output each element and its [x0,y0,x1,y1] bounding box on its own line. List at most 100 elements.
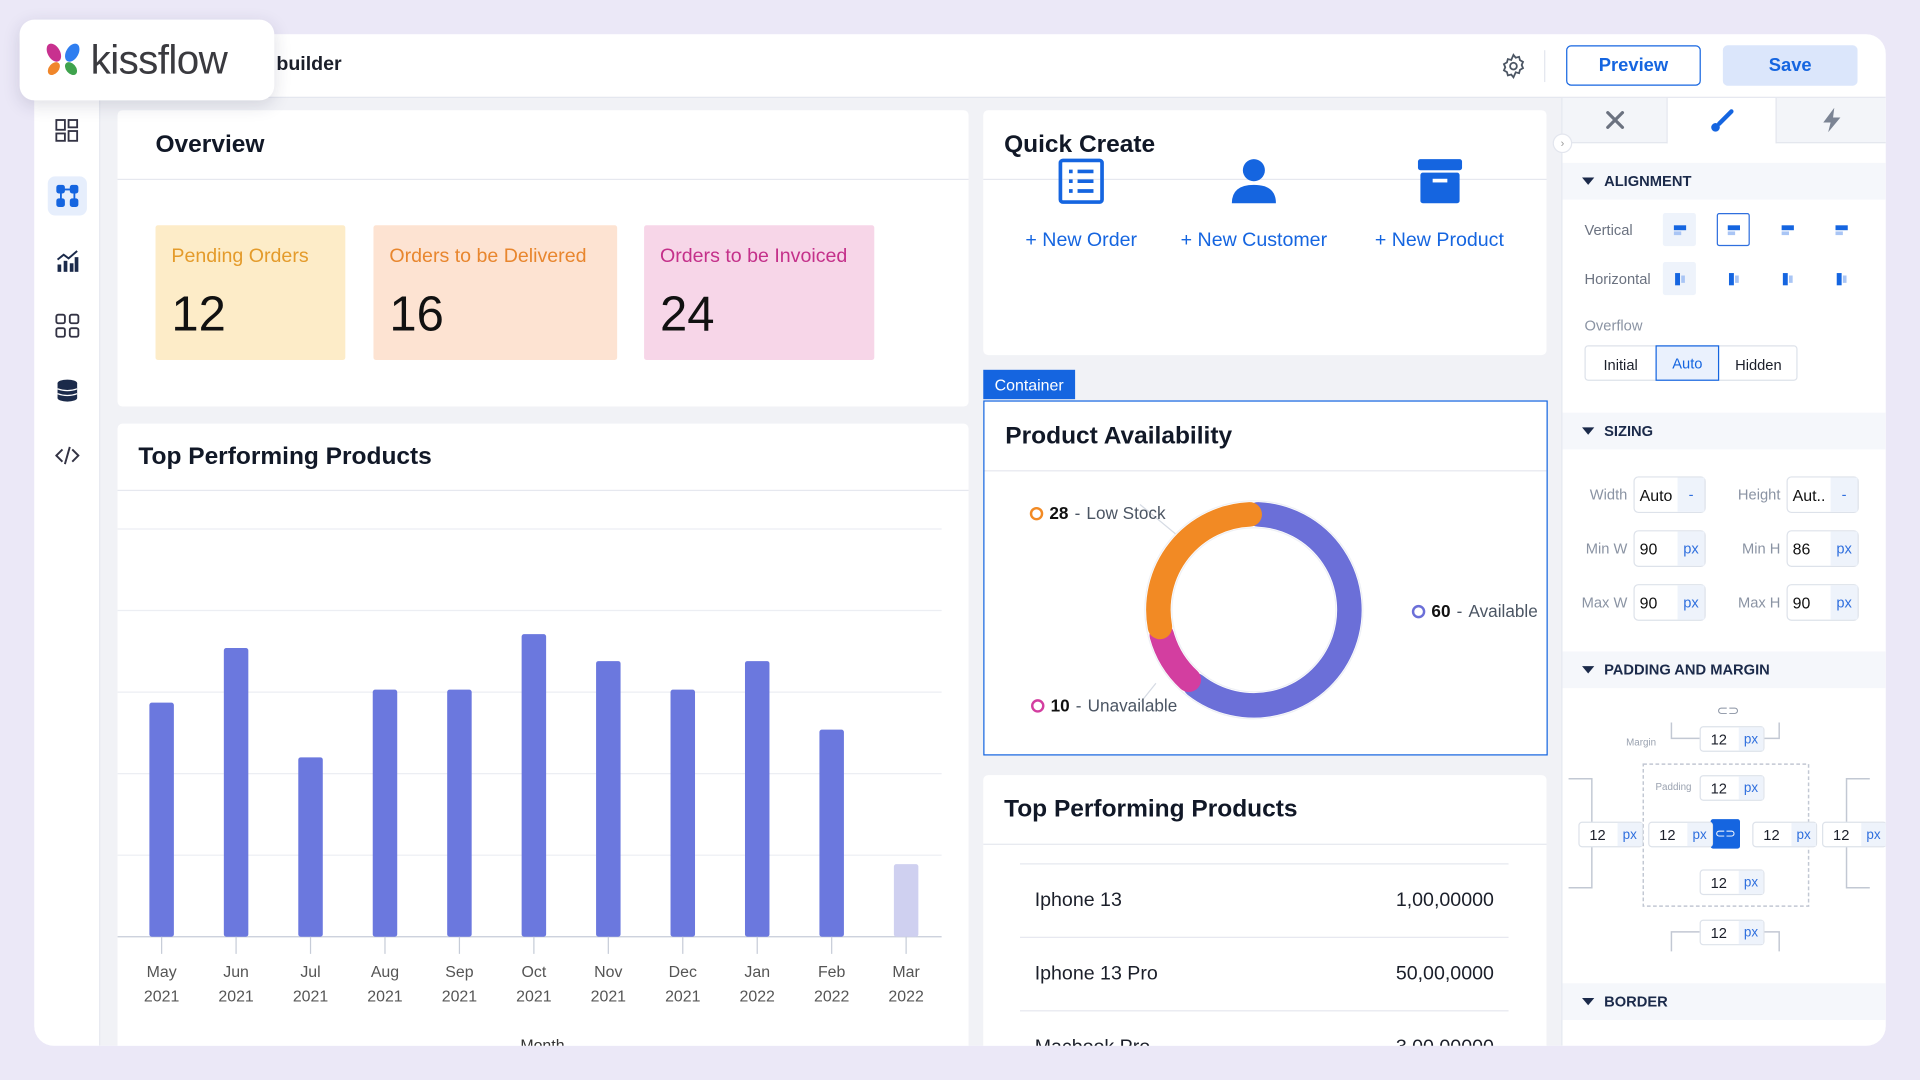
padding-label: Padding [1655,781,1692,793]
top-products-table-card[interactable]: Top Performing Products Iphone 13 1,00,00… [983,775,1547,1046]
donut-slice-low-stock[interactable] [1146,502,1262,640]
stat-card[interactable]: Orders to be Delivered 16 [373,225,618,361]
table-row[interactable]: Iphone 13 1,00,00000 [1020,863,1509,936]
caret-down-icon [1582,666,1595,674]
unit-selector[interactable]: - [1830,477,1858,512]
bar-oct[interactable] [521,634,547,937]
sidebar-item-code[interactable] [48,436,87,475]
section-sizing[interactable]: SIZING [1562,412,1886,450]
stat-card[interactable]: Pending Orders 12 [155,225,346,361]
unit-selector[interactable]: px [1830,585,1858,620]
horizontal-align-option-3[interactable] [1771,262,1804,295]
unit-selector[interactable]: px [1677,531,1705,566]
new-customer-label: + New Customer [1180,230,1328,252]
overflow-option-hidden[interactable]: Hidden [1735,355,1782,373]
paint-brush-icon [1711,108,1734,132]
bar-sep[interactable] [447,689,472,937]
divider [1544,50,1546,83]
unit-selector[interactable]: px [1677,585,1705,620]
product-name: Iphone 13 Pro [1034,963,1158,984]
min_h-input[interactable]: 86 px [1786,530,1859,567]
overview-card[interactable]: Overview Pending Orders 12 Orders to be De… [117,110,969,407]
max_h-input[interactable]: 90 px [1786,584,1859,621]
vertical-align-option-1[interactable] [1662,213,1696,247]
vertical-align-option-2[interactable] [1716,213,1750,247]
horizontal-align-option-2[interactable] [1717,262,1750,295]
horizontal-align-option-4[interactable] [1824,262,1857,295]
overflow-option-initial[interactable]: Initial [1603,355,1638,373]
stat-card[interactable]: Orders to be Invoiced 24 [644,225,875,361]
bar-jul[interactable] [298,757,323,937]
legend-marker [1029,506,1044,520]
bar-jan[interactable] [744,661,770,937]
input-value: 12 [1710,730,1727,748]
link-margins-icon[interactable]: ⊂⊃ [1716,704,1740,719]
min_w-input[interactable]: 90 px [1633,530,1706,567]
input-value: 12 [1833,825,1850,844]
code-icon [55,446,80,465]
preview-button[interactable]: Preview [1566,45,1701,86]
unit-label: px [1861,822,1886,847]
bar-jun[interactable] [223,648,249,937]
max_w-input[interactable]: 90 px [1633,584,1706,621]
tab-settings[interactable] [1562,97,1668,144]
save-button[interactable]: Save [1722,45,1858,86]
product-availability-card[interactable]: Product Availability 28 - Low Stock 60 -… [983,400,1548,756]
product-name: Macbook Pro [1035,1037,1150,1046]
margin-top-input[interactable]: 12 px [1699,726,1765,752]
new-order-button[interactable]: + New Order [1008,158,1155,252]
padding-top-input[interactable]: 12 px [1699,775,1765,801]
margin-left-input[interactable]: 12 px [1578,821,1644,848]
top-products-chart-title: Top Performing Products [117,424,969,492]
margin-right-input[interactable]: 12 px [1822,821,1886,848]
section-alignment[interactable]: ALIGNMENT [1562,162,1886,200]
horizontal-align-option-1[interactable] [1662,262,1696,296]
padding-bottom-input[interactable]: 12 px [1699,869,1765,896]
table-row[interactable]: Iphone 13 Pro 50,00,0000 [1020,936,1509,1010]
collapse-panel-handle[interactable]: › [1552,133,1573,154]
sidebar-item-apps[interactable] [48,306,87,345]
width-label: Width [1589,486,1628,504]
x-tick-label: May [147,964,177,981]
donut-slice-available[interactable] [1182,502,1362,718]
top-products-chart-card[interactable]: Top Performing Products May 2021 Jun 2021 Ju… [117,423,969,1046]
bar-aug[interactable] [372,689,398,937]
width-input[interactable]: Auto - [1633,476,1706,514]
vertical-align-option-4[interactable] [1824,213,1857,246]
gear-icon [1502,53,1525,80]
tab-actions[interactable] [1775,97,1886,144]
new-product-button[interactable]: + New Product [1357,159,1522,252]
sidebar-item-database[interactable] [48,371,87,410]
padding-right-input[interactable]: 12 px [1752,821,1818,848]
margin-bottom-input[interactable]: 12 px [1699,919,1765,946]
link-padding-toggle[interactable]: ⊂⊃ [1710,819,1741,849]
user-icon [1231,159,1276,204]
sidebar-item-layout[interactable] [48,111,87,150]
kissflow-logo[interactable]: kissflow [19,19,275,101]
quick-create-card[interactable]: Quick Create + New Order + New Customer … [983,110,1547,356]
bar-nov[interactable] [596,661,621,937]
settings-button[interactable] [1500,53,1527,80]
bar-feb[interactable] [819,729,844,937]
unit-label: px [1791,822,1816,847]
sidebar-item-analytics[interactable] [48,241,87,280]
bar-mar[interactable] [893,864,919,937]
section-border[interactable]: BORDER [1562,983,1886,1021]
unit-label: px [1738,920,1764,945]
x-tick-label: 2021 [665,989,701,1006]
bar-dec[interactable] [670,689,696,937]
kissflow-butterfly-icon [46,43,80,76]
tab-style[interactable] [1667,97,1776,144]
bar-may[interactable] [149,702,174,937]
height-input[interactable]: Aut.. - [1786,476,1859,514]
vertical-align-option-3[interactable] [1771,213,1804,246]
overflow-option-auto[interactable]: Auto [1655,345,1720,381]
unit-selector[interactable]: - [1677,477,1705,512]
unit-selector[interactable]: px [1830,531,1858,566]
sidebar-item-components[interactable] [47,176,87,216]
table-row[interactable]: Macbook Pro 3,00,00000 [1020,1010,1509,1046]
section-padding-margin[interactable]: PADDING AND MARGIN [1562,651,1886,689]
input-value: 12 [1710,873,1727,891]
padding-left-input[interactable]: 12 px [1648,821,1714,848]
new-customer-button[interactable]: + New Customer [1167,159,1341,252]
